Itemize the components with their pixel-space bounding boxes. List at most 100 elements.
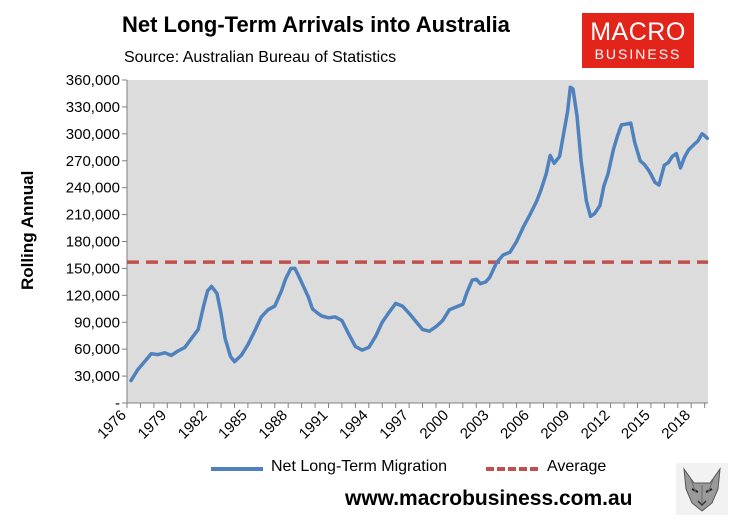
migration-data-point — [634, 142, 636, 144]
migration-data-point — [211, 285, 213, 287]
legend-label-average: Average — [547, 458, 607, 475]
migration-data-point — [415, 320, 417, 322]
migration-data-point — [650, 173, 652, 175]
migration-data-point — [593, 213, 596, 215]
migration-data-point — [260, 316, 262, 318]
migration-data-point — [197, 328, 199, 331]
net-migration-line — [129, 85, 710, 383]
migration-data-point — [267, 309, 269, 311]
y-tick-label: 150,000 — [66, 260, 120, 277]
migration-data-point — [553, 162, 555, 165]
migration-data-point — [280, 290, 283, 292]
migration-data-point — [589, 215, 592, 217]
migration-data-point — [435, 326, 437, 328]
migration-data-point — [572, 88, 574, 90]
y-tick-label: 60,000 — [74, 341, 120, 358]
logo-line-2: BUSINESS — [594, 46, 682, 62]
x-tick-label: 2018 — [658, 407, 694, 443]
migration-data-point — [529, 213, 531, 216]
x-tick-label: 2000 — [417, 407, 453, 443]
macro-business-logo: MACRO BUSINESS — [582, 13, 694, 68]
migration-data-point — [408, 312, 410, 314]
y-axis-title: Rolling Annual — [18, 170, 37, 290]
migration-data-point — [679, 167, 682, 169]
migration-data-point — [509, 251, 511, 253]
migration-data-point — [485, 281, 487, 283]
migration-data-point — [612, 149, 614, 151]
migration-data-point — [576, 115, 578, 117]
migration-data-point — [489, 276, 491, 278]
migration-data-point — [381, 321, 383, 323]
migration-data-point — [216, 292, 218, 295]
migration-data-point — [157, 353, 159, 356]
migration-data-point — [647, 169, 649, 171]
migration-data-point — [658, 184, 660, 186]
migration-data-point — [327, 317, 330, 319]
migration-data-point — [307, 296, 309, 298]
migration-data-point — [663, 164, 665, 166]
migration-data-point — [630, 122, 632, 124]
y-tick-label: 270,000 — [66, 153, 120, 170]
migration-data-point — [643, 163, 645, 165]
migration-data-point — [515, 240, 518, 243]
series-layer — [127, 85, 710, 383]
x-tick-label: 2006 — [497, 407, 533, 443]
migration-data-point — [620, 124, 622, 126]
migration-data-point — [311, 308, 313, 310]
migration-data-point — [274, 305, 276, 307]
logo-line-1: MACRO — [590, 18, 686, 46]
migration-data-point — [540, 189, 542, 191]
migration-data-point — [224, 337, 226, 339]
migration-data-point — [368, 346, 370, 348]
y-tick-label: 30,000 — [74, 368, 120, 385]
migration-data-point — [143, 361, 146, 363]
migration-data-point — [687, 149, 690, 151]
migration-data-point — [290, 267, 292, 270]
migration-data-point — [549, 154, 551, 156]
y-tick-label: 330,000 — [66, 99, 120, 116]
migration-data-point — [639, 160, 641, 162]
migration-data-point — [603, 185, 605, 187]
migration-data-point — [599, 205, 601, 207]
migration-data-point — [374, 336, 377, 338]
migration-data-point — [567, 110, 569, 113]
migration-data-point — [317, 312, 319, 314]
x-tick-label: 1988 — [255, 407, 291, 443]
migration-data-point — [254, 330, 256, 332]
x-tick-label: 2003 — [457, 407, 493, 443]
migration-data-point — [704, 135, 706, 137]
migration-data-point — [471, 279, 473, 281]
migration-data-point — [321, 315, 323, 317]
migration-data-point — [495, 262, 498, 264]
migration-data-point — [395, 302, 397, 305]
migration-data-point — [240, 354, 242, 357]
legend-label-migration: Net Long-Term Migration — [271, 458, 448, 475]
migration-data-point — [229, 355, 232, 357]
migration-data-point — [354, 345, 356, 348]
migration-data-point — [562, 133, 565, 135]
migration-data-point — [616, 135, 618, 138]
chart-title: Net Long-Term Arrivals into Australia — [122, 12, 510, 37]
migration-data-point — [247, 344, 249, 346]
migration-data-point — [693, 144, 695, 146]
migration-data-point — [388, 311, 390, 313]
x-tick-label: 1991 — [296, 407, 332, 443]
migration-data-point — [428, 330, 430, 332]
migration-data-point — [303, 287, 305, 289]
migration-data-point — [202, 305, 205, 307]
migration-data-point — [361, 349, 363, 351]
migration-data-point — [207, 290, 209, 292]
migration-data-point — [479, 283, 481, 285]
migration-data-point — [334, 316, 336, 318]
x-tick-label: 1985 — [215, 407, 251, 443]
migration-data-point — [462, 303, 464, 305]
migration-data-point — [626, 123, 628, 125]
legend-swatch-migration — [211, 467, 263, 471]
legend-swatch-average — [486, 467, 538, 471]
y-tick-label: 210,000 — [66, 207, 120, 224]
migration-data-point — [536, 200, 538, 202]
migration-data-point — [455, 306, 457, 308]
y-axis: - 30,000 60,000 90,000 120,000 150,000 180,000… — [66, 72, 128, 412]
x-tick-label: 1976 — [94, 407, 130, 443]
migration-data-point — [177, 350, 179, 352]
